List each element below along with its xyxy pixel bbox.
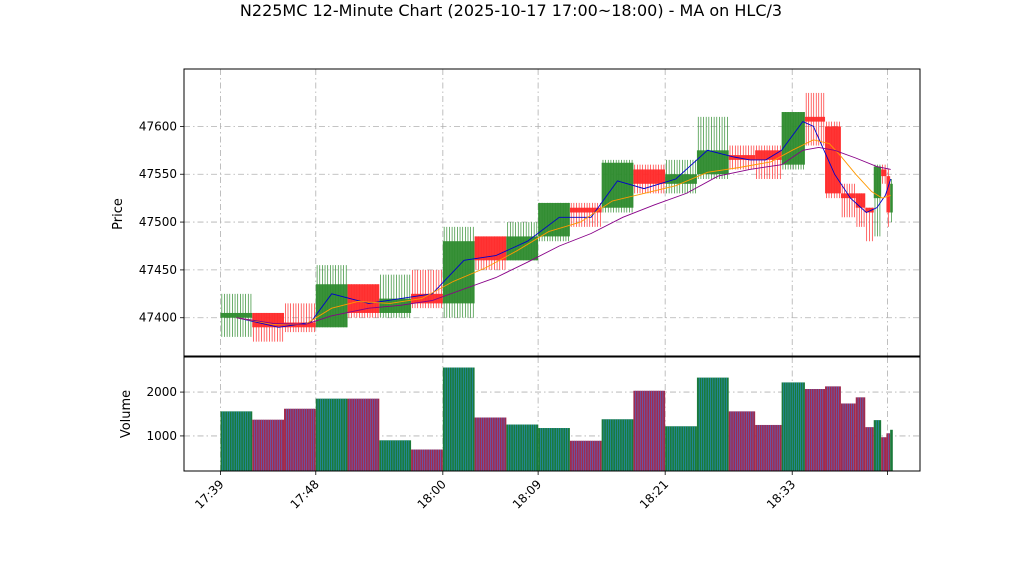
volume-tick-label: 2000 [146, 385, 177, 399]
volume-tick-label: 1000 [146, 429, 177, 443]
moving-average-line [236, 139, 891, 325]
volume-bar [804, 389, 826, 471]
price-tick-label: 47600 [139, 119, 177, 133]
volume-axis-label: Volume [119, 390, 134, 438]
candle-body [569, 207, 602, 213]
moving-average-line [236, 146, 891, 325]
candle-body [804, 116, 826, 122]
candle-body [601, 162, 634, 208]
candle-body [665, 174, 697, 184]
candle-body [881, 169, 887, 177]
volume-frame [183, 356, 921, 472]
candle-body [538, 202, 570, 237]
candle-body [728, 155, 756, 160]
x-tick-label: 17:48 [288, 477, 322, 511]
candle-body [411, 293, 443, 304]
candle-body [873, 166, 882, 199]
chart-title: N225MC 12-Minute Chart (2025-10-17 17:00… [239, 1, 783, 20]
volume-panel: 1000 2000 [146, 356, 921, 472]
price-frame [183, 68, 921, 357]
x-axis: 17:39 17:48 18:00 18:09 18:21 18:33 [192, 471, 888, 512]
volume-bar [840, 403, 856, 471]
x-tick-label: 17:39 [192, 477, 226, 511]
candle-body [825, 126, 841, 194]
candle-body [886, 176, 891, 213]
candle-body [865, 207, 874, 213]
price-panel: 47400 47450 47500 47550 47600 [139, 68, 921, 357]
candle-body [755, 150, 782, 160]
volume-bar [781, 382, 805, 471]
volume-bar [890, 429, 893, 471]
x-tick-label: 18:21 [637, 477, 671, 511]
candle-body [696, 150, 729, 175]
candle-body [220, 312, 253, 318]
volume-bar [825, 386, 841, 471]
price-tick-label: 47500 [139, 215, 177, 229]
price-axis-label: Price [111, 198, 126, 230]
candle-body [890, 183, 893, 213]
candle-body [284, 322, 316, 328]
candle-body [633, 169, 666, 184]
price-tick-label: 47550 [139, 167, 177, 181]
moving-average-line [236, 121, 892, 328]
price-tick-label: 47400 [139, 311, 177, 325]
x-tick-label: 18:33 [764, 477, 798, 511]
candle-body [781, 112, 805, 165]
candle-body [442, 241, 475, 304]
price-tick-label: 47450 [139, 263, 177, 277]
candle-body [855, 193, 866, 208]
x-tick-label: 18:00 [415, 477, 449, 511]
volume-bar [873, 420, 882, 471]
x-tick-label: 18:09 [510, 477, 544, 511]
candle-body [347, 284, 380, 313]
